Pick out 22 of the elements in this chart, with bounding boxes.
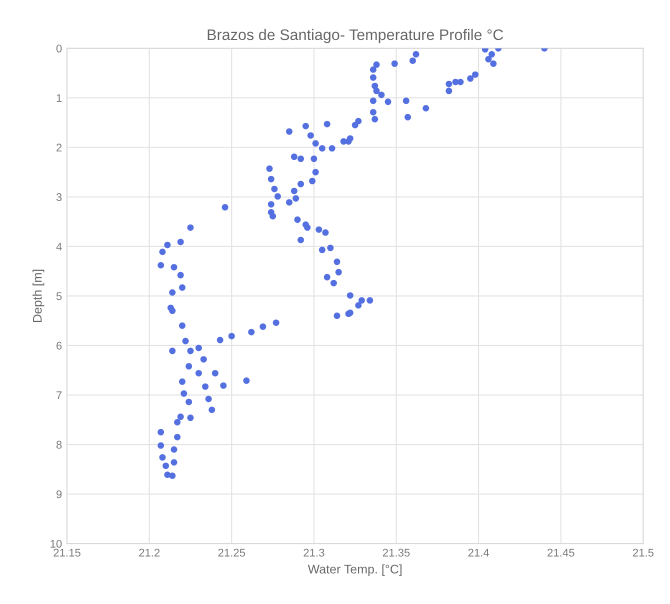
y-tick-label: 5 xyxy=(56,292,62,300)
x-tick-label: 21.15 xyxy=(54,548,80,557)
x-axis-title: Water Temp. [°C] xyxy=(308,564,402,576)
y-tick-label: 7 xyxy=(56,391,62,400)
y-tick-label: 0 xyxy=(56,44,62,52)
x-tick-label: 21.2 xyxy=(139,548,160,557)
chart-title: Brazos de Santiago- Temperature Profile °C xyxy=(208,28,504,44)
x-tick-label: 21.3 xyxy=(304,548,324,557)
x-tick-label: 21.35 xyxy=(382,548,410,557)
y-tick-label: 1 xyxy=(56,94,62,102)
x-tick-label: 21.5 xyxy=(632,548,654,557)
x-tick-label: 21.4 xyxy=(468,548,490,557)
y-tick-label: 6 xyxy=(56,342,62,350)
y-tick-label: 4 xyxy=(56,242,62,250)
y-tick-label: 9 xyxy=(56,490,62,498)
x-tick-label: 21.25 xyxy=(218,548,246,557)
x-tick-label: 21.45 xyxy=(548,548,574,557)
y-tick-label: 3 xyxy=(56,193,62,202)
y-tick-label: 2 xyxy=(56,144,62,152)
y-tick-label: 8 xyxy=(56,440,62,449)
y-axis-title: Depth [m] xyxy=(32,270,44,322)
y-tick-label: 10 xyxy=(50,540,62,548)
